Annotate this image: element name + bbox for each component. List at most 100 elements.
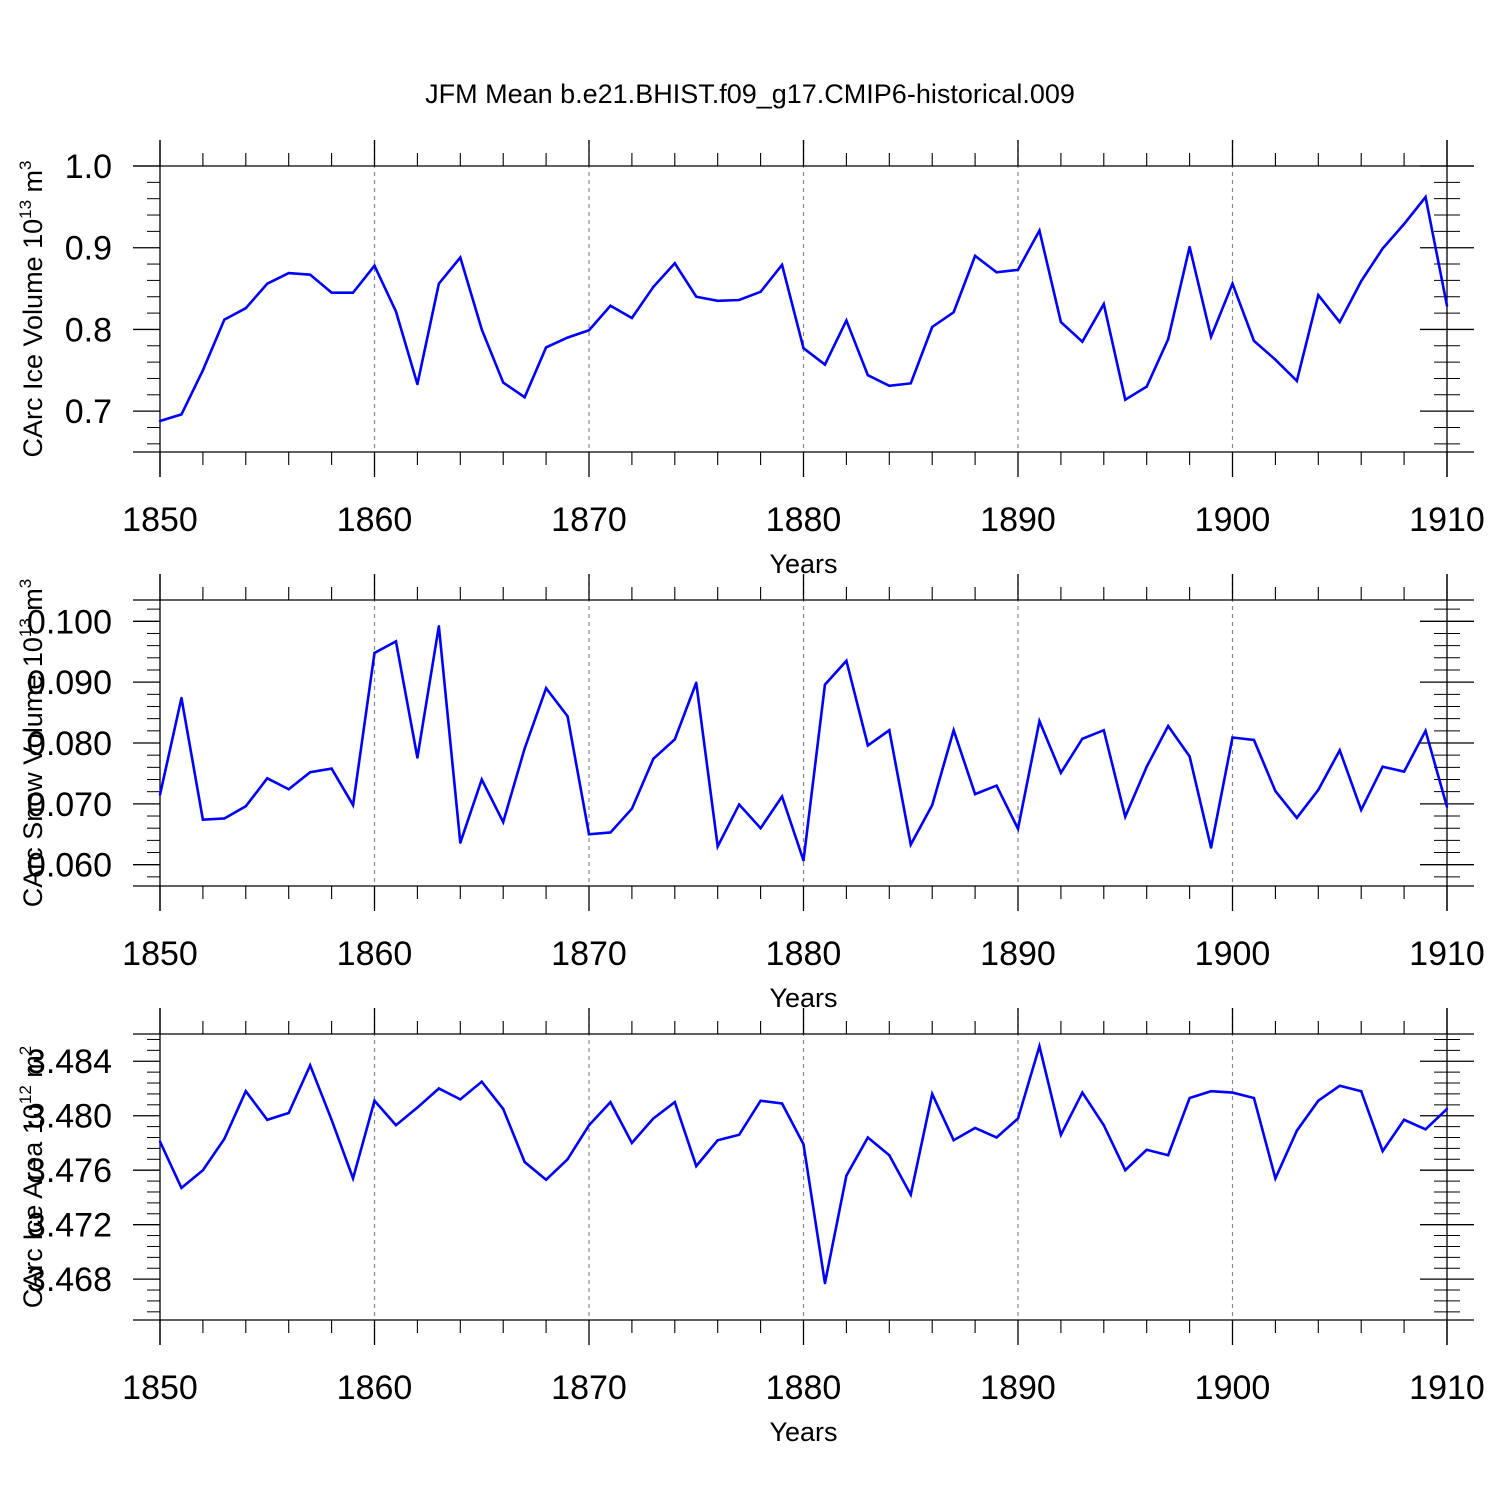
x-tick-label: 1890: [980, 1369, 1056, 1407]
data-point: [523, 747, 526, 750]
x-tick-label: 1860: [337, 935, 413, 973]
data-point: [1360, 808, 1363, 812]
data-point: [544, 687, 548, 690]
data-point: [287, 271, 290, 275]
x-tick-label: 1870: [551, 935, 627, 973]
data-point: [630, 316, 634, 320]
data-point: [973, 792, 977, 796]
data-point: [1059, 320, 1063, 324]
data-point: [695, 1164, 698, 1168]
chart-title: JFM Mean b.e21.BHIST.f09_g17.CMIP6-histo…: [425, 79, 1075, 109]
y-axis-title-unit: m: [18, 170, 48, 200]
data-point: [1209, 335, 1213, 338]
data-point: [780, 795, 784, 798]
data-point: [1295, 816, 1299, 820]
y-axis-title-text: CArc Ice Volume 10: [18, 219, 48, 458]
data-point: [308, 273, 312, 276]
data-point: [1188, 1096, 1191, 1100]
data-point: [308, 771, 312, 774]
data-point: [158, 419, 162, 423]
data-point: [952, 311, 955, 314]
data-point: [995, 1136, 998, 1139]
data-point: [544, 346, 548, 349]
data-point: [566, 1158, 569, 1161]
data-point: [759, 1099, 762, 1102]
data-point: [1295, 1129, 1299, 1132]
data-point: [351, 803, 355, 807]
data-point: [1402, 770, 1406, 773]
data-point: [1209, 1090, 1213, 1093]
data-point: [502, 381, 505, 384]
y-axis-title-unit: m: [18, 588, 48, 618]
data-point: [973, 254, 977, 258]
data-point: [888, 1154, 891, 1157]
data-point: [416, 756, 419, 759]
data-point: [1102, 729, 1106, 732]
data-point: [1016, 268, 1020, 271]
data-point: [1445, 805, 1449, 809]
y-tick-label: 3.472: [27, 1207, 112, 1245]
data-point: [1081, 340, 1084, 343]
data-point: [287, 1111, 290, 1115]
data-point: [1317, 293, 1320, 297]
data-point: [780, 263, 784, 267]
data-point: [1274, 1177, 1277, 1180]
data-point: [373, 1099, 376, 1102]
data-point: [759, 290, 762, 294]
data-point: [888, 729, 891, 732]
data-point: [802, 1143, 805, 1146]
data-point: [1252, 738, 1256, 742]
y-axis-title: CArc Snow Volume 1013 m3: [16, 579, 48, 908]
data-point: [394, 640, 398, 643]
data-point: [737, 803, 741, 806]
data-point: [673, 738, 676, 741]
data-point: [523, 396, 526, 399]
data-point: [716, 1139, 719, 1142]
data-point: [1188, 755, 1191, 758]
data-point: [1102, 1124, 1106, 1127]
data-point: [459, 841, 462, 844]
data-point: [266, 777, 269, 780]
data-point: [351, 291, 355, 294]
data-point: [1317, 788, 1320, 792]
x-tick-label: 1870: [551, 1369, 627, 1407]
data-point: [1381, 247, 1384, 250]
data-point: [158, 1140, 162, 1143]
x-tick-label: 1850: [122, 1369, 198, 1407]
x-tick-label: 1910: [1409, 501, 1485, 539]
data-point: [1402, 1118, 1406, 1122]
data-point: [330, 767, 333, 770]
data-point: [823, 363, 827, 366]
data-point: [308, 1064, 312, 1067]
data-point: [437, 624, 441, 628]
data-point: [673, 1100, 676, 1104]
data-point: [759, 826, 762, 830]
data-point: [502, 1107, 505, 1111]
data-point: [587, 1124, 591, 1127]
y-tick-label: 3.484: [27, 1043, 112, 1081]
data-point: [737, 298, 741, 302]
data-point: [373, 651, 376, 655]
data-point: [1231, 282, 1234, 285]
data-point: [1016, 1117, 1020, 1120]
x-tick-label: 1880: [766, 501, 842, 539]
data-point: [1445, 1107, 1449, 1111]
y-tick-label: 3.480: [27, 1098, 112, 1136]
y-axis-title-exponent: 13: [16, 618, 35, 637]
data-point: [459, 1098, 462, 1101]
data-point: [223, 318, 226, 321]
y-axis-title-unit-exponent: 2: [16, 1046, 35, 1055]
data-point: [480, 1080, 483, 1083]
data-point: [351, 1177, 355, 1180]
data-point: [1317, 1099, 1320, 1102]
data-point: [1124, 815, 1127, 818]
data-point: [437, 1087, 441, 1090]
data-point: [1252, 1096, 1256, 1100]
data-point: [1081, 737, 1084, 740]
data-point: [1445, 304, 1449, 307]
data-point: [1381, 765, 1384, 768]
data-point: [802, 859, 805, 862]
data-point: [716, 845, 719, 848]
x-tick-label: 1870: [551, 501, 627, 539]
data-point: [609, 304, 612, 307]
